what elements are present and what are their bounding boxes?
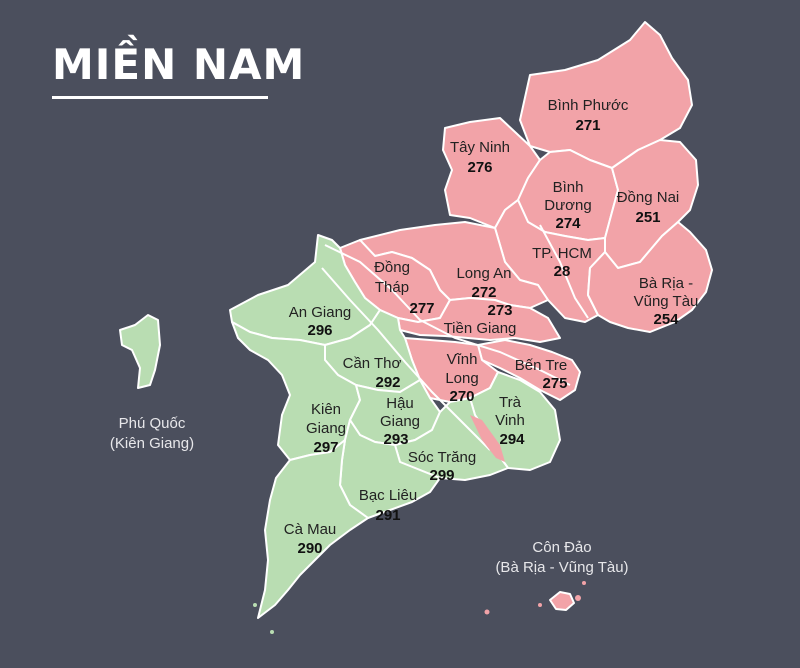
svg-text:271: 271 bbox=[575, 117, 600, 134]
svg-text:Vinh: Vinh bbox=[495, 412, 525, 429]
svg-text:275: 275 bbox=[542, 375, 567, 392]
label-tp-hcm: TP. HCM 28 bbox=[532, 245, 592, 280]
svg-text:291: 291 bbox=[375, 507, 400, 524]
label-ba-ria-vung-tau: Bà Rịa - Vũng Tàu 254 bbox=[634, 275, 699, 328]
label-tra-vinh: Trà Vinh 294 bbox=[495, 394, 525, 448]
svg-text:Long An: Long An bbox=[456, 265, 511, 282]
svg-text:Trà: Trà bbox=[499, 394, 522, 411]
river-saigon bbox=[539, 224, 589, 319]
river-mekong-tien bbox=[324, 244, 571, 386]
svg-text:TP. HCM: TP. HCM bbox=[532, 245, 592, 262]
svg-text:28: 28 bbox=[554, 263, 571, 280]
svg-text:294: 294 bbox=[499, 431, 525, 448]
svg-text:Tây Ninh: Tây Ninh bbox=[450, 139, 510, 156]
svg-text:Cà Mau: Cà Mau bbox=[284, 521, 337, 538]
label-binh-phuoc: Bình Phước 271 bbox=[548, 97, 629, 134]
svg-text:Long: Long bbox=[445, 370, 478, 387]
label-vinh-long: Vĩnh Long 270 bbox=[445, 351, 478, 405]
svg-text:299: 299 bbox=[429, 467, 454, 484]
island-con-dao-islet-1 bbox=[575, 595, 581, 601]
svg-text:254: 254 bbox=[653, 311, 679, 328]
svg-text:293: 293 bbox=[383, 431, 408, 448]
river-mekong-hau bbox=[321, 267, 491, 451]
svg-text:(Bà Rịa - Vũng Tàu): (Bà Rịa - Vũng Tàu) bbox=[495, 559, 628, 576]
svg-text:297: 297 bbox=[313, 439, 338, 456]
svg-text:Bà Rịa -: Bà Rịa - bbox=[639, 275, 693, 292]
province-tien-giang[interactable] bbox=[397, 297, 561, 343]
label-ben-tre: Bến Tre 275 bbox=[515, 357, 568, 392]
svg-text:Cần Thơ: Cần Thơ bbox=[343, 355, 402, 372]
svg-text:Dương: Dương bbox=[544, 197, 591, 214]
label-an-giang: An Giang 296 bbox=[289, 304, 352, 339]
svg-text:296: 296 bbox=[307, 322, 332, 339]
svg-text:Tiền Giang: Tiền Giang bbox=[444, 320, 517, 337]
label-tien-giang: 273 Tiền Giang bbox=[444, 302, 517, 337]
province-ca-mau[interactable] bbox=[257, 439, 369, 619]
svg-text:Giang: Giang bbox=[306, 420, 346, 437]
label-can-tho: Cần Thơ 292 bbox=[343, 355, 402, 391]
svg-text:Vũng Tàu: Vũng Tàu bbox=[634, 293, 699, 310]
svg-text:Côn Đảo: Côn Đảo bbox=[532, 539, 591, 556]
svg-text:290: 290 bbox=[297, 540, 322, 557]
label-phu-quoc: Phú Quốc (Kiên Giang) bbox=[110, 415, 194, 452]
svg-text:Bình: Bình bbox=[553, 179, 584, 196]
svg-text:Tháp: Tháp bbox=[375, 279, 409, 296]
svg-text:(Kiên Giang): (Kiên Giang) bbox=[110, 435, 194, 452]
svg-text:270: 270 bbox=[449, 388, 474, 405]
label-ca-mau: Cà Mau 290 bbox=[284, 521, 337, 557]
svg-text:Vĩnh: Vĩnh bbox=[447, 351, 478, 368]
label-dong-nai: Đồng Nai 251 bbox=[617, 189, 680, 226]
province-ben-tre[interactable] bbox=[477, 339, 581, 401]
label-bac-lieu: Bạc Liêu 291 bbox=[359, 487, 417, 524]
island-phu-quoc[interactable] bbox=[119, 314, 161, 389]
svg-text:273: 273 bbox=[487, 302, 512, 319]
svg-text:Kiên: Kiên bbox=[311, 401, 341, 418]
svg-text:276: 276 bbox=[467, 159, 492, 176]
label-dong-thap: Đồng Tháp 277 bbox=[374, 259, 434, 317]
label-soc-trang: Sóc Trăng 299 bbox=[408, 449, 476, 484]
label-kien-giang: Kiên Giang 297 bbox=[306, 401, 346, 456]
svg-text:251: 251 bbox=[635, 209, 660, 226]
svg-text:Phú Quốc: Phú Quốc bbox=[119, 415, 186, 432]
label-tay-ninh: Tây Ninh 276 bbox=[450, 139, 510, 176]
label-hau-giang: Hậu Giang 293 bbox=[380, 395, 420, 448]
island-con-dao-islet-2 bbox=[538, 603, 542, 607]
svg-text:Sóc Trăng: Sóc Trăng bbox=[408, 449, 476, 466]
title-underline bbox=[52, 96, 268, 99]
svg-text:An Giang: An Giang bbox=[289, 304, 352, 321]
map-title: MIỀN NAM bbox=[52, 40, 306, 89]
svg-text:292: 292 bbox=[375, 374, 400, 391]
svg-text:277: 277 bbox=[409, 300, 434, 317]
svg-text:Giang: Giang bbox=[380, 413, 420, 430]
svg-text:Đồng Nai: Đồng Nai bbox=[617, 189, 680, 206]
svg-text:Bến Tre: Bến Tre bbox=[515, 357, 568, 374]
svg-text:Bạc Liêu: Bạc Liêu bbox=[359, 487, 417, 504]
province-ba-ria-vung-tau[interactable] bbox=[587, 221, 713, 333]
label-binh-duong: Bình Dương 274 bbox=[544, 179, 591, 232]
islet-ca-mau-2 bbox=[253, 603, 257, 607]
svg-text:272: 272 bbox=[471, 284, 496, 301]
svg-text:274: 274 bbox=[555, 215, 581, 232]
svg-text:Đồng: Đồng bbox=[374, 259, 410, 276]
island-con-dao-islet-3 bbox=[484, 609, 490, 615]
svg-text:Hậu: Hậu bbox=[386, 395, 414, 412]
label-long-an: Long An 272 bbox=[456, 265, 511, 301]
cu-lao-tien-giang bbox=[470, 415, 505, 462]
svg-text:Bình Phước: Bình Phước bbox=[548, 97, 629, 114]
label-con-dao: Côn Đảo (Bà Rịa - Vũng Tàu) bbox=[495, 539, 628, 576]
island-con-dao-islet-4 bbox=[582, 581, 586, 585]
islet-ca-mau-1 bbox=[270, 630, 274, 634]
island-con-dao[interactable] bbox=[549, 591, 575, 611]
